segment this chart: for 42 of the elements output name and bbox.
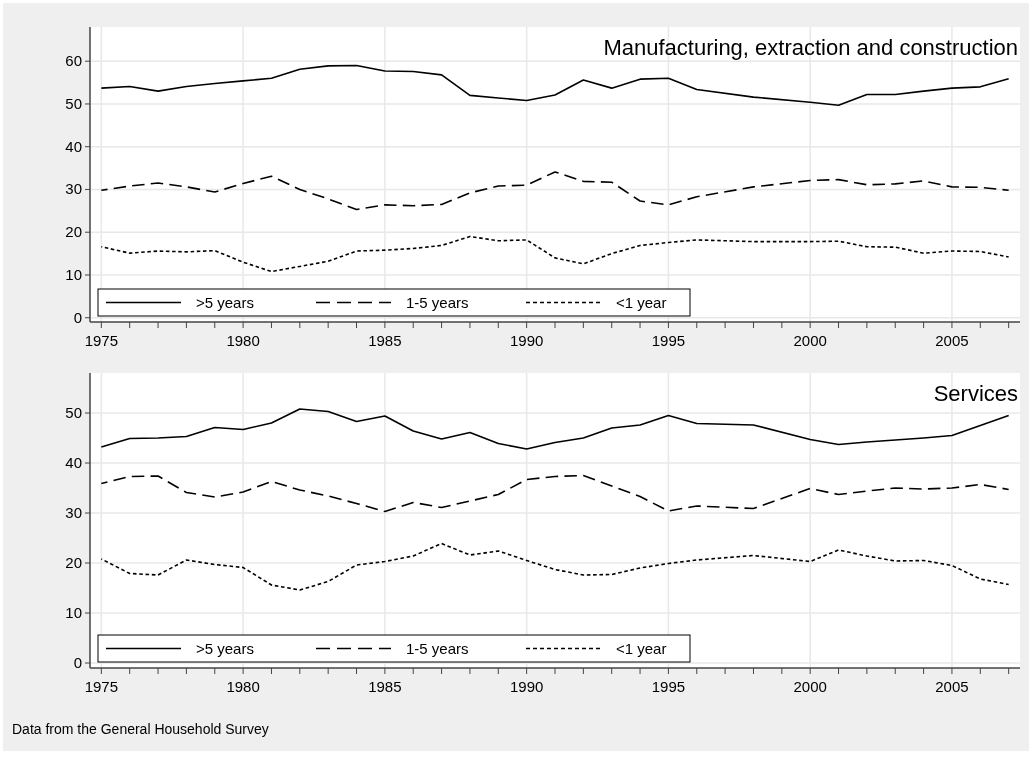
line-series	[100, 474, 1010, 513]
legend-label: >5 years	[196, 639, 254, 657]
x-tick-label: 1990	[509, 332, 544, 349]
legend-label: 1-5 years	[406, 293, 469, 311]
y-tick-label: 30	[65, 180, 82, 198]
y-tick-label: 10	[65, 265, 82, 283]
y-tick-label: 0	[73, 308, 82, 326]
line-series	[100, 408, 1010, 450]
legend-label: >5 years	[196, 293, 254, 311]
line-series	[100, 235, 1010, 273]
legend-label: <1 year	[616, 293, 667, 311]
x-tick-label: 1980	[226, 332, 260, 349]
x-tick-label: 1995	[651, 678, 686, 695]
y-tick-label: 20	[65, 554, 82, 571]
x-tick-label: 2000	[793, 332, 827, 349]
y-tick-label: 40	[65, 454, 82, 471]
line-series	[100, 64, 1010, 107]
x-tick-label: 1995	[651, 332, 686, 349]
legend-label: 1-5 years	[406, 639, 469, 657]
chart-title: Manufacturing, extraction and construction	[603, 35, 1018, 60]
legend-label: <1 year	[616, 639, 667, 657]
y-tick-label: 50	[65, 94, 82, 112]
y-tick-label: 30	[65, 504, 82, 521]
x-tick-label: 2000	[793, 678, 827, 695]
y-tick-label: 20	[65, 223, 82, 241]
x-tick-label: 2005	[935, 332, 969, 349]
x-tick-label: 1980	[226, 678, 260, 695]
x-tick-label: 1975	[84, 332, 119, 349]
y-tick-label: 0	[73, 654, 82, 671]
x-tick-label: 1975	[84, 678, 119, 695]
x-tick-label: 1985	[368, 678, 402, 695]
y-tick-label: 60	[65, 52, 82, 70]
x-tick-label: 1990	[509, 678, 544, 695]
line-series	[100, 542, 1010, 591]
y-tick-label: 50	[65, 404, 82, 421]
y-tick-label: 40	[65, 137, 82, 155]
x-tick-label: 2005	[935, 678, 969, 695]
y-tick-label: 10	[65, 604, 82, 621]
chart-title: Services	[933, 381, 1018, 406]
text: Data from the General Household Survey	[12, 721, 269, 737]
line-series	[100, 171, 1010, 211]
x-tick-label: 1985	[368, 332, 402, 349]
